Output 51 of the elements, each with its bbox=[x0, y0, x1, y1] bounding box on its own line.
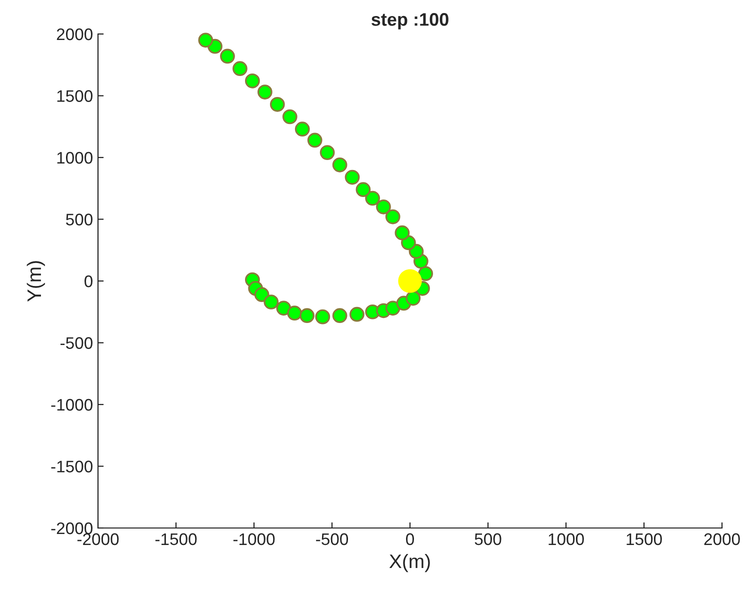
point bbox=[320, 145, 335, 160]
y-tick-label: 1000 bbox=[57, 152, 92, 164]
point bbox=[350, 306, 364, 322]
x-tick-label: 1000 bbox=[548, 533, 584, 546]
point bbox=[385, 300, 400, 316]
point bbox=[385, 209, 400, 224]
y-tick-label: 1500 bbox=[57, 90, 92, 102]
x-tick-label: -1000 bbox=[233, 533, 275, 546]
y-tick-label: -1000 bbox=[51, 398, 92, 411]
y-tick-label: -1500 bbox=[51, 460, 92, 472]
point bbox=[398, 269, 422, 293]
y-tick-label: 2000 bbox=[56, 28, 92, 40]
point bbox=[332, 308, 348, 324]
point bbox=[257, 84, 272, 100]
point bbox=[220, 48, 235, 64]
x-tick-label: 2000 bbox=[704, 533, 740, 546]
point bbox=[276, 300, 292, 316]
y-tick-label: -2000 bbox=[51, 522, 92, 534]
point bbox=[344, 170, 360, 185]
point bbox=[394, 225, 410, 240]
point bbox=[264, 294, 279, 310]
point bbox=[294, 122, 310, 137]
point bbox=[198, 32, 214, 48]
point bbox=[232, 61, 248, 76]
chart-title: step :100 bbox=[372, 13, 448, 30]
y-tick-label: 0 bbox=[84, 275, 92, 288]
point bbox=[300, 308, 314, 324]
x-tick-label: -500 bbox=[316, 533, 348, 546]
point bbox=[245, 74, 260, 88]
point bbox=[315, 309, 330, 324]
x-tick-label: -2000 bbox=[77, 533, 119, 546]
x-tick-label: 0 bbox=[406, 533, 414, 546]
point bbox=[418, 266, 434, 282]
x-tick-label: 1500 bbox=[626, 533, 662, 546]
point bbox=[365, 190, 380, 206]
point bbox=[356, 182, 371, 198]
x-axis-title: X(m) bbox=[389, 554, 430, 572]
point bbox=[282, 109, 298, 124]
point bbox=[376, 199, 391, 214]
point bbox=[270, 96, 285, 112]
y-axis-title: Y(m) bbox=[26, 261, 45, 302]
x-tick-label: -1500 bbox=[155, 533, 197, 546]
y-tick-label: 500 bbox=[66, 214, 92, 226]
point bbox=[332, 157, 348, 172]
point bbox=[307, 132, 322, 148]
point bbox=[254, 287, 270, 302]
point bbox=[406, 290, 421, 306]
y-tick-label: -500 bbox=[60, 337, 92, 349]
point bbox=[287, 306, 302, 321]
point bbox=[401, 235, 416, 250]
x-tick-label: 500 bbox=[474, 533, 502, 546]
